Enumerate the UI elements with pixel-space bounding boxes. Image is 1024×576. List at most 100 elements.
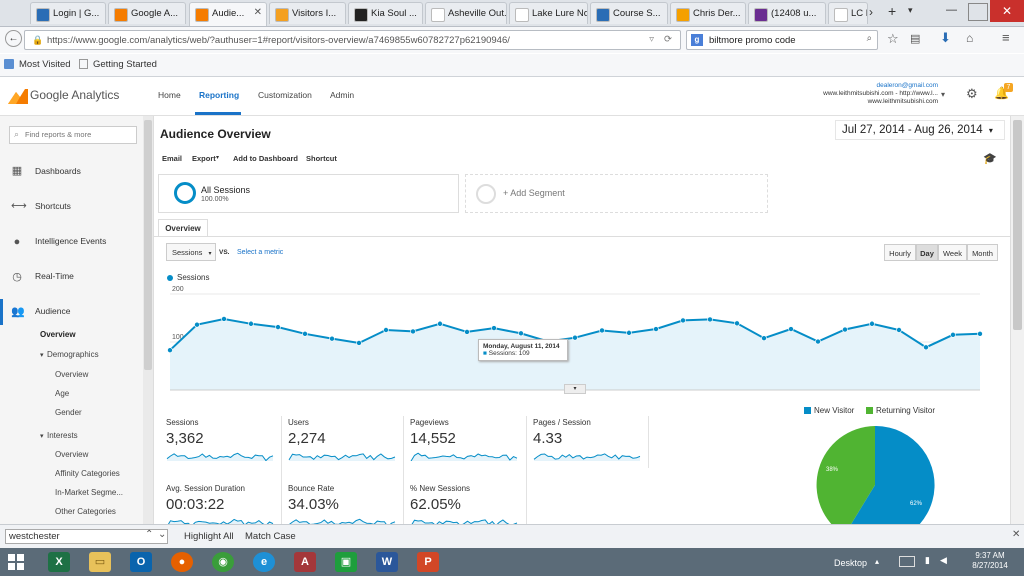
- data-point[interactable]: [329, 335, 335, 342]
- windows-start-icon[interactable]: [8, 554, 24, 570]
- reload-icon[interactable]: ⟳: [664, 34, 672, 45]
- data-point[interactable]: [842, 326, 848, 333]
- data-point[interactable]: [707, 316, 713, 323]
- find-previous-icon[interactable]: ⌃: [145, 529, 154, 540]
- sidebar-sub-demographics-overview[interactable]: Overview: [55, 370, 89, 379]
- store-icon[interactable]: ▣: [335, 552, 357, 572]
- search-icon[interactable]: ⌕: [866, 33, 872, 44]
- sidebar-scrollbar[interactable]: [143, 116, 153, 524]
- sidebar-sub-age[interactable]: Age: [55, 389, 70, 398]
- account-selector[interactable]: dealeron@gmail.com www.leithmitsubishi.c…: [800, 82, 938, 106]
- menu-icon[interactable]: ≡: [1002, 30, 1010, 45]
- metric-card[interactable]: Users 2,274: [288, 418, 406, 468]
- sidebar-scroll-thumb[interactable]: [144, 120, 152, 370]
- data-point[interactable]: [950, 331, 956, 338]
- sidebar-sub-gender[interactable]: Gender: [55, 408, 82, 417]
- url-input[interactable]: 🔒 https://www.google.com/analytics/web/?…: [24, 30, 681, 50]
- outlook-icon[interactable]: O: [130, 552, 152, 572]
- sidebar-search-input[interactable]: [25, 128, 133, 141]
- sidebar-sub-interests[interactable]: Interests: [47, 431, 78, 440]
- search-input[interactable]: g biltmore promo code ⌕: [686, 30, 878, 50]
- reader-icon[interactable]: ▿: [649, 34, 654, 45]
- close-window-icon[interactable]: ✕: [990, 0, 1024, 22]
- highlight-all-toggle[interactable]: Highlight All: [184, 531, 234, 542]
- granularity-hourly-button[interactable]: Hourly: [884, 244, 916, 261]
- email-button[interactable]: Email: [162, 154, 183, 163]
- data-point[interactable]: [248, 320, 254, 327]
- data-point[interactable]: [464, 329, 470, 335]
- desktop-toolbar-label[interactable]: Desktop: [834, 558, 868, 568]
- close-find-icon[interactable]: ✕: [1012, 529, 1021, 540]
- sidebar-sub-interests-overview[interactable]: Overview: [55, 450, 89, 459]
- sidebar-sub-overview[interactable]: Overview: [40, 330, 76, 339]
- data-point[interactable]: [275, 324, 281, 330]
- network-icon[interactable]: ▮: [925, 555, 930, 565]
- bookmarks-menu-icon[interactable]: ▤: [910, 33, 921, 45]
- google-search-engine-icon[interactable]: g: [691, 34, 703, 46]
- sessions-line-chart[interactable]: 200100Jul 29Aug 5Aug 12Aug 19: [154, 284, 1010, 392]
- find-next-icon[interactable]: ⌄: [158, 529, 167, 540]
- granularity-month-button[interactable]: Month: [967, 244, 998, 261]
- granularity-day-button[interactable]: Day: [916, 244, 938, 261]
- browser-tab[interactable]: Course S...: [590, 2, 668, 24]
- export-chevron-down-icon[interactable]: ▾: [216, 155, 220, 161]
- data-point[interactable]: [599, 327, 605, 334]
- pie-slice-returning-visitor[interactable]: [816, 426, 875, 524]
- browser-tab[interactable]: Lake Lure No...: [509, 2, 588, 24]
- browser-tab[interactable]: Login | G...: [30, 2, 106, 24]
- data-point[interactable]: [761, 335, 767, 341]
- internet-explorer-icon[interactable]: e: [253, 552, 275, 572]
- browser-tab[interactable]: (12408 u...: [748, 2, 826, 24]
- sidebar-item-audience[interactable]: Audience: [35, 306, 71, 316]
- data-point[interactable]: [410, 328, 416, 335]
- data-point[interactable]: [923, 344, 929, 351]
- match-case-toggle[interactable]: Match Case: [245, 531, 296, 542]
- new-tab-icon[interactable]: +: [888, 3, 897, 19]
- data-point[interactable]: [302, 331, 308, 337]
- browser-tab[interactable]: Google A...: [108, 2, 186, 24]
- sidebar-search-field[interactable]: ⌕: [9, 126, 137, 144]
- browser-tab[interactable]: Chris Der...: [670, 2, 746, 24]
- data-point[interactable]: [518, 330, 524, 337]
- metric-card[interactable]: Pages / Session 4.33: [533, 418, 651, 468]
- date-range-picker[interactable]: Jul 27, 2014 - Aug 26, 2014 ▾: [835, 120, 1005, 140]
- data-point[interactable]: [680, 317, 686, 324]
- shortcut-button[interactable]: Shortcut: [306, 154, 337, 163]
- data-point[interactable]: [383, 327, 389, 333]
- data-point[interactable]: [221, 316, 227, 322]
- data-point[interactable]: [167, 347, 173, 353]
- sidebar-sub-affinity[interactable]: Affinity Categories: [55, 469, 120, 478]
- select-metric-link[interactable]: Select a metric: [237, 249, 284, 256]
- data-point[interactable]: [194, 321, 200, 328]
- page-scroll-thumb[interactable]: [1013, 120, 1022, 330]
- visitor-type-pie-chart[interactable]: 62% 38%: [814, 426, 940, 524]
- nav-home[interactable]: Home: [158, 90, 181, 100]
- data-point[interactable]: [734, 320, 740, 327]
- bookmark-getting-started[interactable]: Getting Started: [93, 59, 157, 70]
- metric-card[interactable]: Pageviews 14,552: [410, 418, 528, 468]
- chrome-icon[interactable]: ◉: [212, 552, 234, 572]
- granularity-week-button[interactable]: Week: [938, 244, 967, 261]
- downloads-icon[interactable]: ⬇: [940, 30, 951, 45]
- metric-card[interactable]: % New Sessions 62.05%: [410, 484, 528, 524]
- keyboard-icon[interactable]: [899, 556, 915, 567]
- tab-list-icon[interactable]: ▾: [908, 5, 913, 15]
- add-to-dashboard-button[interactable]: Add to Dashboard: [233, 154, 298, 163]
- sidebar-item-shortcuts[interactable]: Shortcuts: [35, 201, 71, 211]
- tab-overview[interactable]: Overview: [158, 219, 208, 237]
- data-point[interactable]: [815, 338, 821, 345]
- restore-icon[interactable]: [968, 3, 988, 21]
- data-point[interactable]: [869, 320, 875, 327]
- metric-card[interactable]: Avg. Session Duration 00:03:22: [166, 484, 284, 524]
- sidebar-item-dashboards[interactable]: Dashboards: [35, 166, 81, 176]
- page-scrollbar[interactable]: [1010, 116, 1024, 524]
- browser-tab[interactable]: Asheville Out...: [425, 2, 507, 24]
- bookmark-most-visited[interactable]: Most Visited: [19, 59, 71, 70]
- segment-all-sessions[interactable]: All Sessions 100.00%: [158, 174, 459, 213]
- powerpoint-icon[interactable]: P: [417, 552, 439, 572]
- excel-icon[interactable]: X: [48, 552, 70, 572]
- ga-logo-text[interactable]: Google Analytics: [30, 88, 120, 102]
- access-icon[interactable]: A: [294, 552, 316, 572]
- home-icon[interactable]: ⌂: [966, 31, 974, 45]
- nav-admin[interactable]: Admin: [330, 90, 355, 100]
